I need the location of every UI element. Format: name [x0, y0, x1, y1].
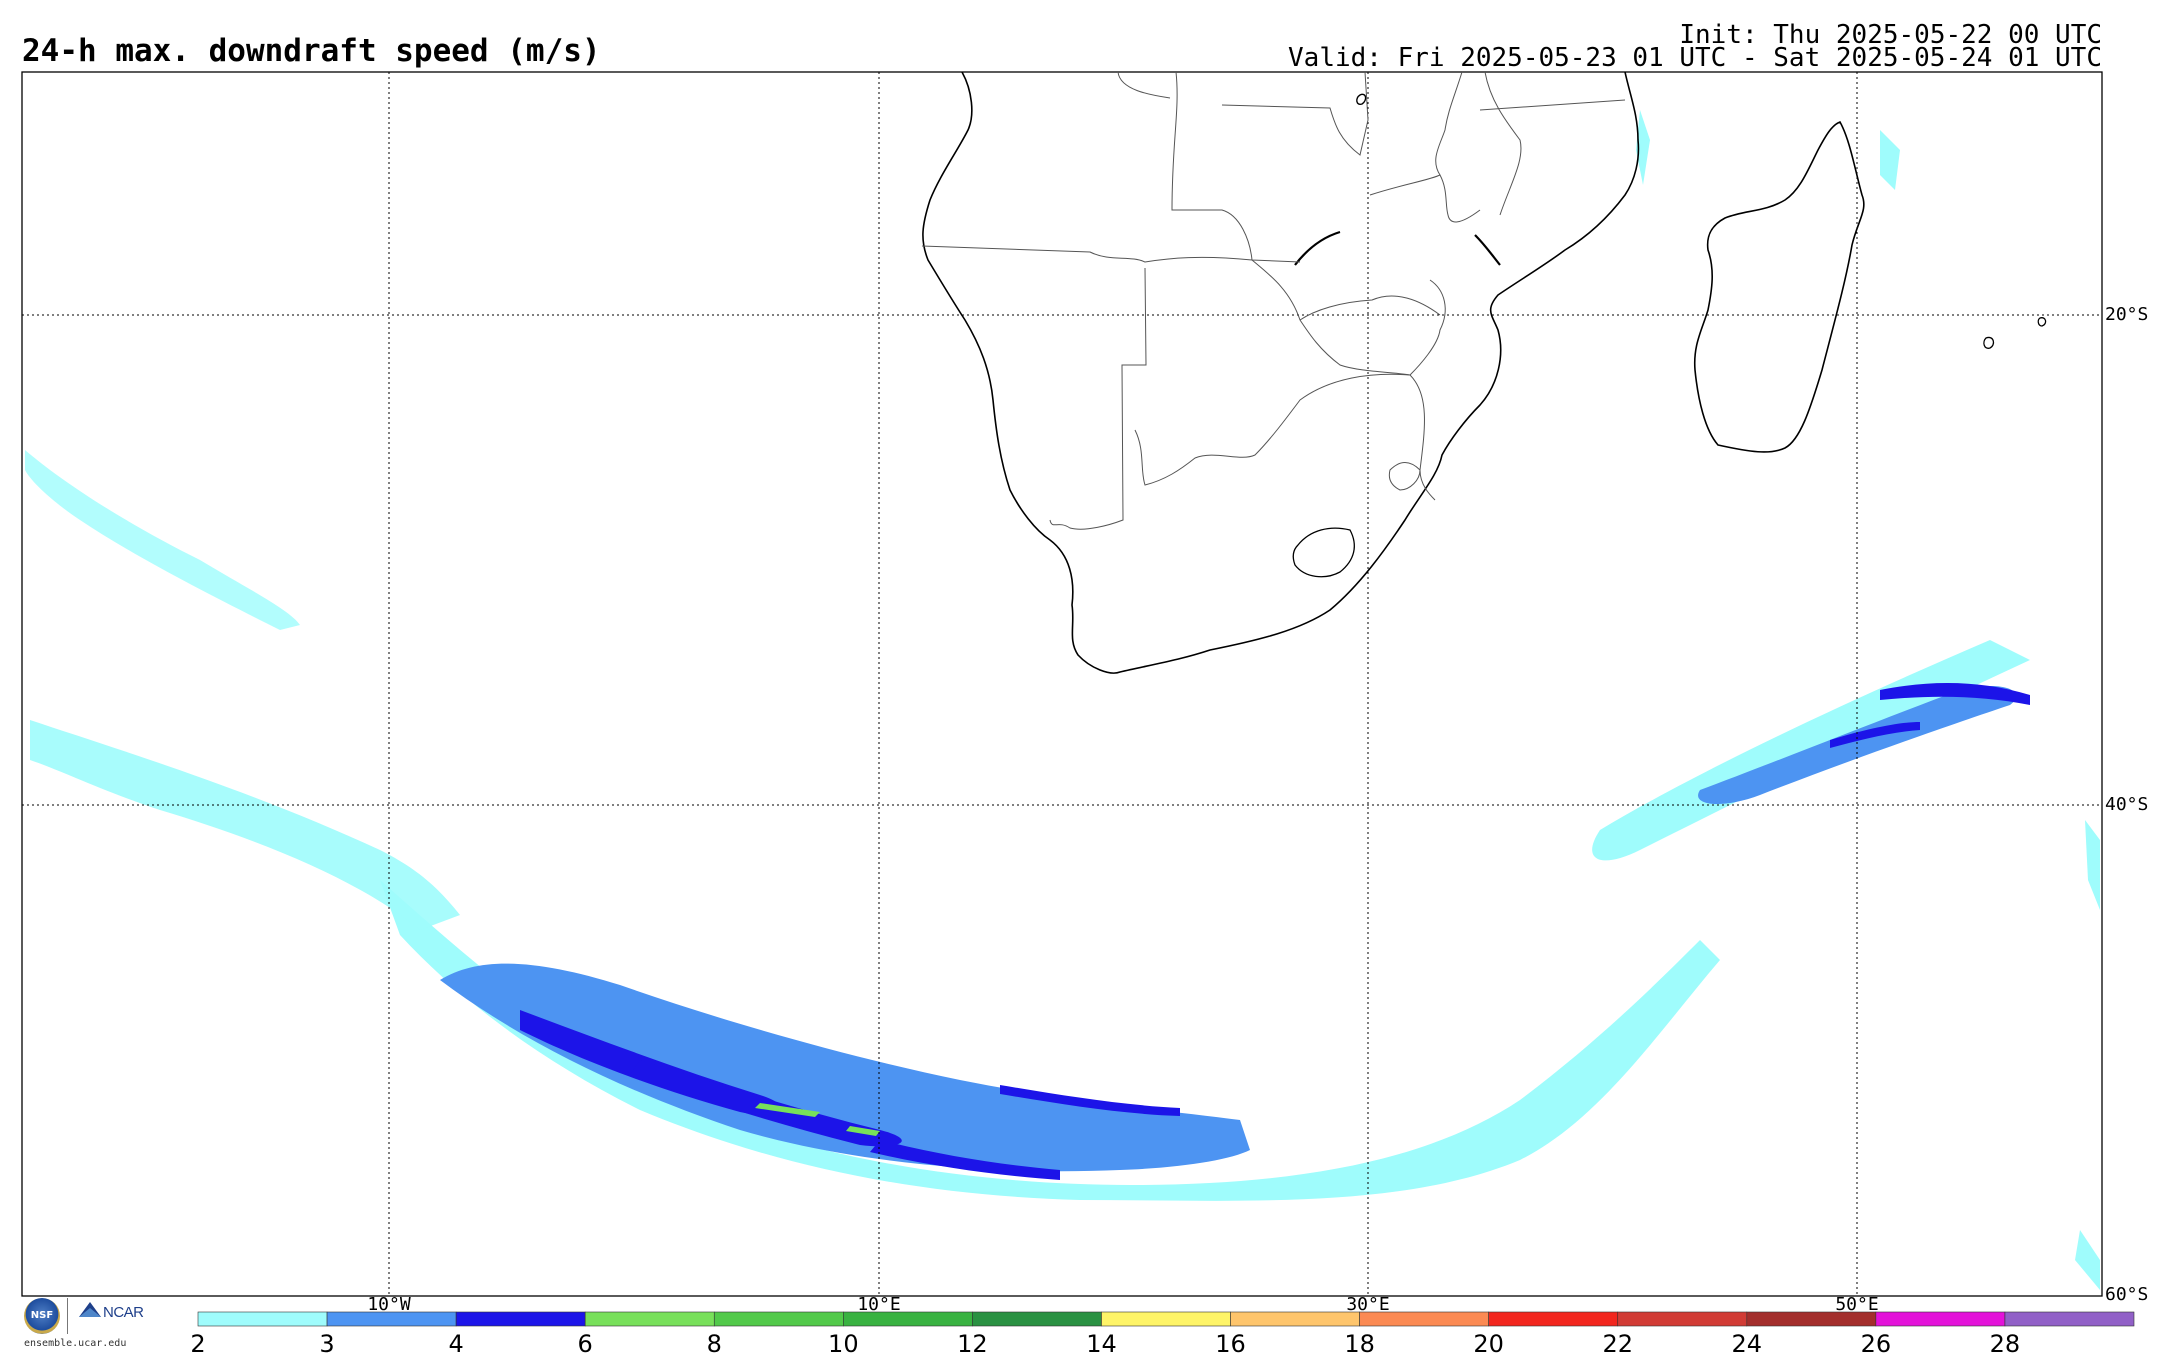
shading-level-3-east — [1698, 685, 2017, 805]
lake-kariba — [1294, 230, 1341, 266]
colorbar-swatch-11 — [1617, 1311, 1748, 1327]
colorbar-swatch-5 — [843, 1311, 973, 1327]
logo-divider — [67, 1298, 68, 1334]
colorbar-tick-label: 12 — [957, 1330, 988, 1354]
logos: NSF NCAR ensemble.ucar.edu — [24, 1296, 174, 1350]
colorbar-tick-label: 3 — [319, 1330, 334, 1354]
colorbar-tick-label: 4 — [448, 1330, 463, 1354]
lake-malawi — [1474, 234, 1501, 266]
shading-level-2-west — [30, 720, 460, 930]
lon-label-10e: 10°E — [857, 1294, 900, 1315]
colorbar-swatch-10 — [1488, 1311, 1619, 1327]
colorbar-tick-label: 6 — [578, 1330, 593, 1354]
colorbar-swatch-6 — [972, 1311, 1102, 1327]
valid-time: Valid: Fri 2025-05-23 01 UTC - Sat 2025-… — [1288, 43, 2102, 73]
island-reunion — [2037, 317, 2047, 327]
shading-level-6 — [755, 1103, 880, 1136]
coastlines — [922, 72, 2047, 674]
colorbar-tick-label: 18 — [1344, 1330, 1375, 1354]
lon-label-50e: 50°E — [1835, 1294, 1878, 1315]
colorbar-swatch-4 — [713, 1311, 844, 1327]
lon-label-10w: 10°W — [367, 1294, 411, 1315]
lake — [1356, 93, 1367, 106]
downdraft-shading — [25, 110, 2100, 1290]
colorbar-tick-label: 14 — [1086, 1330, 1117, 1354]
shading-level-4 — [520, 683, 2030, 1180]
lesotho-border — [1292, 527, 1355, 578]
colorbar-swatch-1 — [326, 1311, 457, 1327]
axis-labels: 10°W 10°E 30°E 50°E 20°S 40°S 60°S — [367, 304, 2148, 1315]
colorbar: 2 3 4 6 8 10 12 14 16 18 20 22 24 26 28 — [190, 1311, 2135, 1354]
colorbar-swatch-2 — [455, 1311, 586, 1327]
colorbar-swatch-0 — [197, 1311, 328, 1327]
colorbar-tick-label: 28 — [1990, 1330, 2021, 1354]
gridlines — [22, 72, 2102, 1296]
africa-coastline — [922, 72, 1640, 674]
site-url: ensemble.ucar.edu — [24, 1338, 127, 1349]
lon-label-30e: 30°E — [1346, 1294, 1389, 1315]
colorbar-swatch-8 — [1230, 1311, 1360, 1327]
colorbar-swatch-12 — [1746, 1311, 1877, 1327]
colorbar-tick-label: 10 — [828, 1330, 859, 1354]
colorbar-swatch-3 — [584, 1311, 715, 1327]
lat-label-60s: 60°S — [2105, 1284, 2148, 1305]
colorbar-tick-label: 20 — [1473, 1330, 1504, 1354]
shading-level-3 — [440, 963, 1250, 1172]
map-title: 24-h max. downdraft speed (m/s) — [22, 33, 601, 69]
colorbar-tick-label: 16 — [1215, 1330, 1246, 1354]
lat-label-40s: 40°S — [2105, 794, 2148, 815]
init-time: Init: Thu 2025-05-22 00 UTC — [1679, 20, 2102, 50]
madagascar-coastline — [1693, 121, 1865, 453]
shading-scattered — [1636, 110, 2100, 1290]
shading-level-2-nw — [25, 450, 300, 630]
island-mauritius — [1983, 336, 1995, 349]
colorbar-tick-label: 8 — [707, 1330, 722, 1354]
colorbar-tick-label: 24 — [1732, 1330, 1763, 1354]
lat-label-20s: 20°S — [2105, 304, 2148, 325]
ncar-logo: NCAR — [103, 1304, 144, 1321]
colorbar-tick-label: 26 — [1861, 1330, 1892, 1354]
colorbar-tick-label: 22 — [1602, 1330, 1633, 1354]
colorbar-tick-label: 2 — [190, 1330, 205, 1354]
colorbar-swatch-14 — [2004, 1311, 2135, 1327]
colorbar-swatch-7 — [1101, 1311, 1231, 1327]
country-borders — [921, 72, 1626, 530]
map-frame — [21, 71, 2103, 1297]
ncar-logo-icon — [79, 1302, 101, 1317]
colorbar-swatch-9 — [1359, 1311, 1489, 1327]
nsf-logo: NSF — [24, 1298, 60, 1334]
colorbar-swatch-13 — [1875, 1311, 2006, 1327]
